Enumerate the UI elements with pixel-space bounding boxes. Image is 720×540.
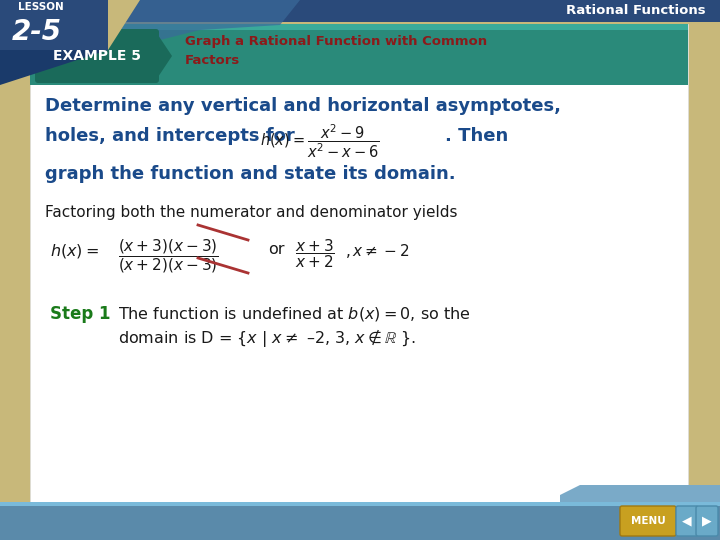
Text: $\dfrac{x+3}{x+2}$: $\dfrac{x+3}{x+2}$ [295, 237, 335, 270]
Text: $\dfrac{(x+3)(x-3)}{(x+2)(x-3)}$: $\dfrac{(x+3)(x-3)}{(x+2)(x-3)}$ [118, 237, 219, 275]
Text: ▶: ▶ [702, 515, 712, 528]
Text: Rational Functions: Rational Functions [567, 4, 706, 17]
Polygon shape [156, 32, 172, 80]
FancyBboxPatch shape [696, 506, 718, 536]
Polygon shape [0, 50, 108, 85]
Text: graph the function and state its domain.: graph the function and state its domain. [45, 165, 456, 183]
Polygon shape [0, 0, 108, 50]
FancyBboxPatch shape [30, 24, 688, 502]
FancyBboxPatch shape [30, 24, 688, 30]
FancyBboxPatch shape [0, 502, 720, 540]
FancyBboxPatch shape [30, 24, 688, 85]
FancyBboxPatch shape [676, 506, 698, 536]
Text: Graph a Rational Function with Common: Graph a Rational Function with Common [185, 35, 487, 48]
Polygon shape [560, 485, 720, 502]
Text: ◀: ◀ [682, 515, 692, 528]
Text: or: or [268, 242, 284, 257]
Text: EXAMPLE 5: EXAMPLE 5 [53, 49, 141, 63]
FancyBboxPatch shape [0, 502, 720, 506]
Text: 2-5: 2-5 [12, 18, 62, 46]
Text: $,x\neq -2$: $,x\neq -2$ [345, 242, 410, 260]
Text: $h(x)=\dfrac{x^{2}-9}{x^{2}-x-6}$: $h(x)=\dfrac{x^{2}-9}{x^{2}-x-6}$ [260, 122, 379, 160]
Text: LESSON: LESSON [18, 2, 64, 12]
FancyBboxPatch shape [620, 506, 676, 536]
FancyBboxPatch shape [35, 29, 159, 83]
FancyBboxPatch shape [0, 0, 720, 22]
Polygon shape [108, 0, 140, 50]
Text: Factoring both the numerator and denominator yields: Factoring both the numerator and denomin… [45, 205, 457, 220]
Text: Factors: Factors [185, 55, 240, 68]
Text: MENU: MENU [631, 516, 665, 526]
Text: domain is D = {$x$ | $x \neq$ –2, 3, $x \notin \mathbb{R}$ }.: domain is D = {$x$ | $x \neq$ –2, 3, $x … [118, 327, 416, 349]
Text: Determine any vertical and horizontal asymptotes,: Determine any vertical and horizontal as… [45, 97, 561, 115]
Text: The function is undefined at $b(x) = 0$, so the: The function is undefined at $b(x) = 0$,… [118, 305, 471, 323]
Text: Step 1: Step 1 [50, 305, 110, 323]
Polygon shape [108, 0, 300, 50]
Text: $h(x)=$: $h(x)=$ [50, 242, 99, 260]
Text: . Then: . Then [445, 127, 508, 145]
Text: holes, and intercepts for: holes, and intercepts for [45, 127, 294, 145]
